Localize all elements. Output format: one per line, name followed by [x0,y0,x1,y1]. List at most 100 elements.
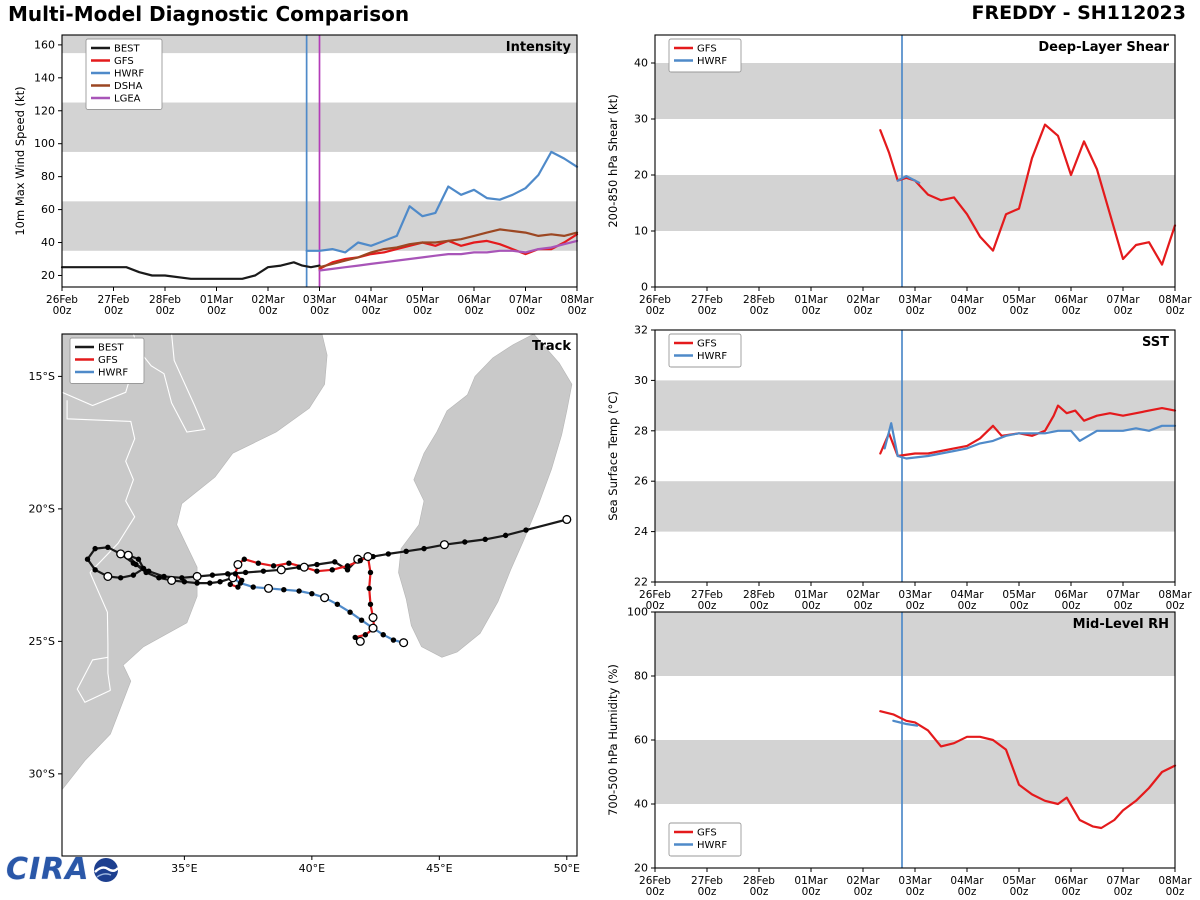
svg-text:04Mar: 04Mar [354,294,388,306]
svg-text:0: 0 [641,281,648,294]
svg-text:27Feb: 27Feb [691,589,723,601]
svg-text:10m Max Wind Speed (kt): 10m Max Wind Speed (kt) [13,86,27,235]
svg-text:200-850 hPa Shear (kt): 200-850 hPa Shear (kt) [606,94,620,227]
svg-text:HWRF: HWRF [98,368,128,379]
svg-text:100: 100 [627,606,648,619]
svg-text:80: 80 [634,670,648,683]
svg-text:00z: 00z [646,600,665,612]
svg-text:26Feb: 26Feb [46,294,78,306]
svg-text:DSHA: DSHA [114,81,143,92]
svg-text:00z: 00z [802,600,821,612]
svg-text:00z: 00z [1062,305,1081,317]
svg-text:140: 140 [34,71,55,84]
svg-text:45°E: 45°E [426,862,452,875]
svg-text:00z: 00z [1010,600,1029,612]
svg-text:Track: Track [532,339,571,354]
svg-text:00z: 00z [1166,305,1185,317]
svg-text:HWRF: HWRF [697,840,727,851]
svg-text:GFS: GFS [98,355,118,366]
svg-text:27Feb: 27Feb [98,294,130,306]
svg-text:03Mar: 03Mar [898,589,932,601]
svg-text:Sea Surface Temp (°C): Sea Surface Temp (°C) [606,391,620,521]
svg-text:40: 40 [634,798,648,811]
svg-text:32: 32 [634,324,648,337]
svg-text:00z: 00z [259,305,278,317]
svg-text:50°E: 50°E [554,862,580,875]
svg-text:00z: 00z [906,886,925,898]
svg-text:01Mar: 01Mar [794,589,828,601]
svg-text:07Mar: 07Mar [1106,589,1140,601]
svg-text:Deep-Layer Shear: Deep-Layer Shear [1038,40,1169,55]
svg-text:08Mar: 08Mar [1158,294,1192,306]
cira-text: CIRA [6,852,90,887]
svg-text:05Mar: 05Mar [1002,589,1036,601]
svg-text:00z: 00z [906,600,925,612]
svg-text:28Feb: 28Feb [743,589,775,601]
svg-text:00z: 00z [854,886,873,898]
cira-globe-icon [93,857,119,882]
svg-text:01Mar: 01Mar [794,875,828,887]
svg-text:00z: 00z [207,305,226,317]
svg-text:40: 40 [634,57,648,70]
intensity-chart: 2040608010012014016026Feb00z27Feb00z28Fe… [13,34,594,317]
svg-text:00z: 00z [1010,886,1029,898]
svg-text:05Mar: 05Mar [406,294,440,306]
svg-text:26: 26 [634,475,648,488]
svg-text:LGEA: LGEA [114,94,141,105]
svg-text:26Feb: 26Feb [639,875,671,887]
svg-text:160: 160 [34,38,55,51]
svg-text:00z: 00z [1062,886,1081,898]
svg-text:00z: 00z [516,305,535,317]
svg-text:BEST: BEST [114,44,141,55]
svg-text:00z: 00z [854,305,873,317]
svg-text:01Mar: 01Mar [794,294,828,306]
svg-text:GFS: GFS [697,339,717,350]
svg-text:24: 24 [634,525,648,538]
svg-text:30°S: 30°S [29,767,55,780]
svg-text:35°E: 35°E [171,862,197,875]
svg-text:SST: SST [1142,335,1169,350]
svg-text:28: 28 [634,424,648,437]
svg-text:60: 60 [41,203,55,216]
svg-text:00z: 00z [854,600,873,612]
svg-text:20: 20 [634,169,648,182]
svg-text:00z: 00z [1062,600,1081,612]
svg-text:40°E: 40°E [299,862,325,875]
svg-text:00z: 00z [750,600,769,612]
svg-text:07Mar: 07Mar [509,294,543,306]
svg-text:02Mar: 02Mar [846,589,880,601]
svg-text:30: 30 [634,374,648,387]
svg-text:03Mar: 03Mar [898,875,932,887]
cira-logo: CIRA [6,852,119,887]
svg-text:02Mar: 02Mar [846,294,880,306]
svg-text:26Feb: 26Feb [639,589,671,601]
svg-text:04Mar: 04Mar [950,589,984,601]
svg-text:00z: 00z [413,305,432,317]
svg-text:27Feb: 27Feb [691,875,723,887]
svg-text:20°S: 20°S [29,502,55,515]
svg-text:03Mar: 03Mar [898,294,932,306]
svg-text:07Mar: 07Mar [1106,294,1140,306]
svg-text:00z: 00z [958,886,977,898]
svg-text:07Mar: 07Mar [1106,875,1140,887]
svg-text:28Feb: 28Feb [743,875,775,887]
svg-text:00z: 00z [698,886,717,898]
svg-text:60: 60 [634,734,648,747]
svg-text:00z: 00z [958,600,977,612]
track-map: 15°S 20°S 25°S 30°S 35°E 40°E 45°E 50°E Track BES… [29,333,580,875]
svg-text:28Feb: 28Feb [743,294,775,306]
svg-text:GFS: GFS [697,828,717,839]
svg-text:26Feb: 26Feb [639,294,671,306]
svg-text:HWRF: HWRF [697,351,727,362]
page-title: Multi-Model Diagnostic Comparison [8,2,410,26]
svg-text:00z: 00z [698,600,717,612]
rh-chart: 2040608010026Feb00z27Feb00z28Feb00z01Mar… [606,606,1192,899]
svg-text:Intensity: Intensity [506,40,572,55]
svg-text:06Mar: 06Mar [1054,294,1088,306]
svg-text:22: 22 [634,576,648,589]
svg-text:08Mar: 08Mar [1158,589,1192,601]
svg-text:GFS: GFS [114,56,134,67]
svg-text:40: 40 [41,236,55,249]
svg-text:02Mar: 02Mar [251,294,285,306]
